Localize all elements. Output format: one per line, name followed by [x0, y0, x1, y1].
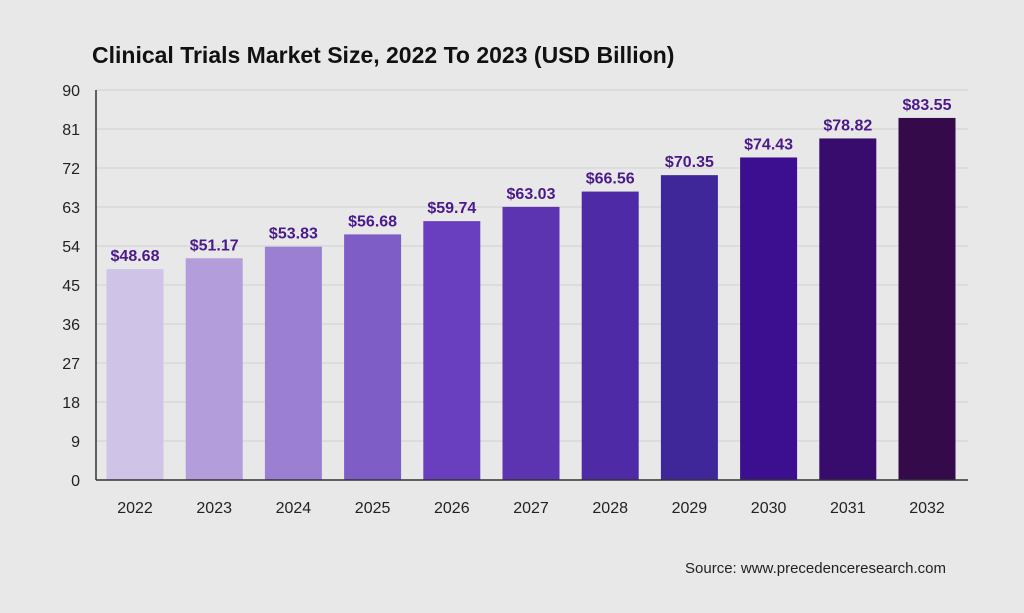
bar-2029 [660, 175, 718, 480]
data-label-2027: $63.03 [507, 186, 556, 203]
data-label-2031: $78.82 [823, 117, 872, 134]
x-tick-label: 2027 [513, 500, 549, 517]
y-tick-label: 45 [62, 278, 80, 295]
bar-2031 [819, 138, 877, 481]
x-tick-label: 2032 [909, 500, 945, 517]
data-label-2026: $59.74 [427, 200, 476, 217]
x-tick-label: 2026 [434, 500, 470, 517]
y-tick-label: 90 [62, 83, 80, 100]
bar-2024 [264, 246, 322, 480]
x-tick-label: 2029 [672, 500, 708, 517]
data-label-2022: $48.68 [111, 248, 160, 265]
x-tick-label: 2025 [355, 500, 391, 517]
data-label-2029: $70.35 [665, 154, 714, 171]
y-tick-label: 27 [62, 356, 80, 373]
x-axis-ticks: 2022 2023 2024 2025 2026 2027 2028 2029 2030 2031… [117, 500, 945, 517]
bar-2023 [185, 258, 243, 480]
data-label-2025: $56.68 [348, 213, 397, 230]
x-tick-label: 2030 [751, 500, 787, 517]
x-tick-label: 2024 [276, 500, 312, 517]
y-tick-label: 54 [62, 239, 80, 256]
bars [106, 117, 956, 481]
bar-2032 [898, 117, 956, 480]
y-axis-ticks: 0 9 18 27 36 45 54 63 72 81 90 [62, 83, 80, 490]
chart-title: Clinical Trials Market Size, 2022 To 202… [92, 42, 674, 68]
x-tick-label: 2022 [117, 500, 153, 517]
x-tick-label: 2023 [196, 500, 232, 517]
data-labels: $48.68 $51.17 $53.83 $56.68 $59.74 $63.03 $66.… [111, 97, 952, 265]
data-label-2024: $53.83 [269, 226, 318, 243]
x-tick-label: 2031 [830, 500, 866, 517]
bar-2030 [740, 157, 798, 480]
bar-2027 [502, 206, 560, 480]
y-tick-label: 81 [62, 122, 80, 139]
source-note: Source: www.precedenceresearch.com [685, 560, 946, 577]
data-label-2032: $83.55 [903, 97, 952, 114]
y-tick-label: 72 [62, 161, 80, 178]
x-tick-label: 2028 [592, 500, 628, 517]
y-tick-label: 36 [62, 317, 80, 334]
y-tick-label: 18 [62, 395, 80, 412]
bar-2025 [344, 234, 402, 480]
bar-2028 [581, 191, 639, 480]
bar-2022 [106, 269, 164, 480]
y-tick-label: 9 [71, 434, 80, 451]
bar-2026 [423, 221, 481, 481]
data-label-2028: $66.56 [586, 171, 635, 188]
y-tick-label: 0 [71, 473, 80, 490]
y-tick-label: 63 [62, 200, 80, 217]
data-label-2023: $51.17 [190, 237, 239, 254]
data-label-2030: $74.43 [744, 136, 793, 153]
